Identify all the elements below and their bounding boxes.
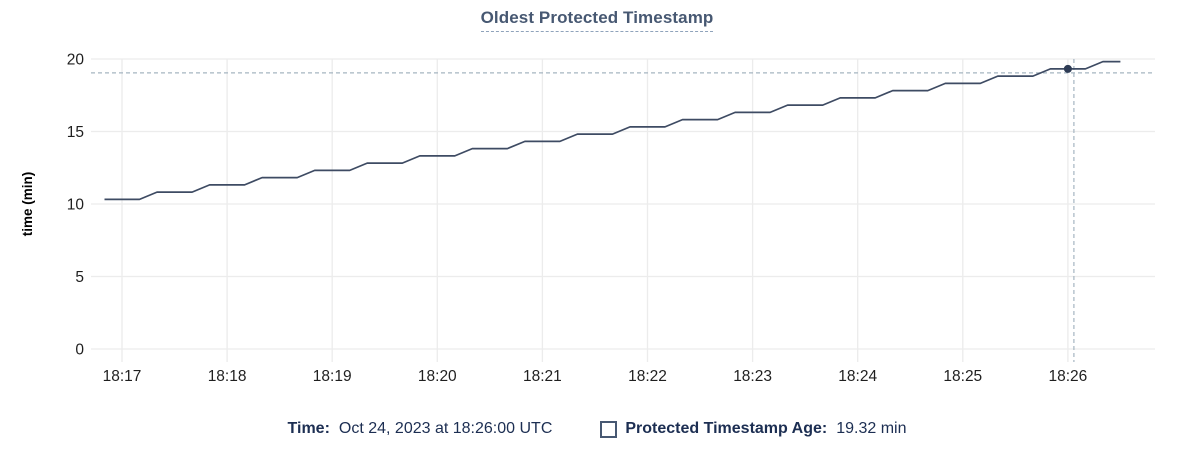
series-swatch-icon	[600, 420, 618, 438]
y-tick-label: 15	[67, 124, 84, 141]
legend-time-item: Time: Oct 24, 2023 at 18:26:00 UTC	[288, 420, 553, 438]
x-tick-label: 18:19	[313, 368, 352, 385]
x-tick-label: 18:17	[103, 368, 142, 385]
x-tick-label: 18:23	[733, 368, 772, 385]
x-tick-label: 18:25	[943, 368, 982, 385]
x-tick-label: 18:24	[838, 368, 877, 385]
y-tick-label: 20	[67, 52, 85, 69]
y-tick-label: 5	[75, 269, 84, 286]
legend-series-item[interactable]: Protected Timestamp Age: 19.32 min	[600, 420, 906, 438]
hover-dot	[1063, 64, 1072, 73]
y-tick-label: 10	[67, 197, 85, 214]
y-tick-label: 0	[75, 342, 84, 359]
series-line	[104, 60, 1121, 201]
chart-title-row: Oldest Protected Timestamp	[0, 8, 1194, 32]
legend-time-label: Time:	[287, 420, 330, 437]
x-tick-label: 18:18	[208, 368, 247, 385]
x-tick-label: 18:26	[1049, 368, 1088, 385]
chart-legend: Time: Oct 24, 2023 at 18:26:00 UTC Prote…	[0, 414, 1194, 444]
legend-time-value: Oct 24, 2023 at 18:26:00 UTC	[338, 420, 553, 437]
chart-title[interactable]: Oldest Protected Timestamp	[480, 8, 714, 32]
legend-series-label: Protected Timestamp Age:	[625, 420, 828, 437]
x-tick-label: 18:21	[523, 368, 562, 385]
x-tick-label: 18:22	[628, 368, 667, 385]
y-axis-label: time (min)	[20, 172, 35, 237]
legend-series-value: 19.32 min	[836, 420, 907, 437]
x-tick-label: 18:20	[418, 368, 457, 385]
